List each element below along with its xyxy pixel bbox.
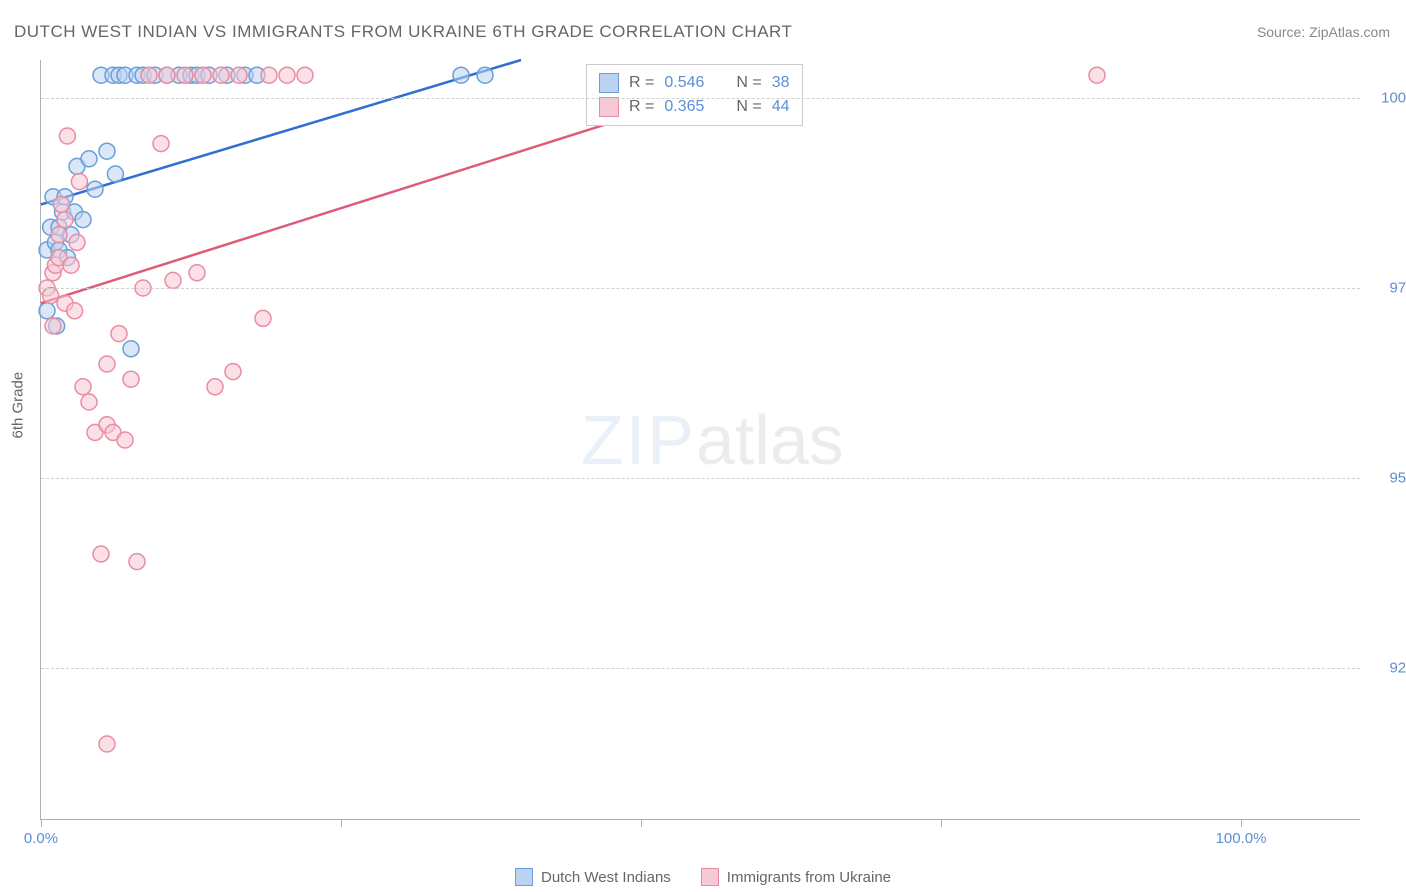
corr-n-label: N =	[736, 71, 761, 95]
data-point	[63, 257, 79, 273]
xtick-label: 0.0%	[24, 830, 58, 847]
gridline	[41, 478, 1360, 479]
legend-swatch-icon	[599, 73, 619, 93]
data-point	[195, 67, 211, 83]
data-point	[57, 212, 73, 228]
corr-n-value: 38	[772, 71, 790, 95]
data-point	[99, 143, 115, 159]
data-point	[45, 318, 61, 334]
data-point	[99, 356, 115, 372]
data-point	[255, 310, 271, 326]
data-point	[123, 371, 139, 387]
data-point	[297, 67, 313, 83]
source-attribution: Source: ZipAtlas.com	[1257, 24, 1390, 40]
data-point	[123, 341, 139, 357]
data-point	[81, 151, 97, 167]
chart-plot-area: R = 0.546 N = 38 R = 0.365 N = 44 ZIPatl…	[40, 60, 1360, 820]
data-point	[67, 303, 83, 319]
data-point	[165, 272, 181, 288]
xtick-label: 100.0%	[1216, 830, 1267, 847]
source-link[interactable]: ZipAtlas.com	[1309, 24, 1390, 40]
data-point	[189, 265, 205, 281]
chart-title: DUTCH WEST INDIAN VS IMMIGRANTS FROM UKR…	[14, 22, 792, 42]
data-point	[87, 181, 103, 197]
legend-bottom: Dutch West Indians Immigrants from Ukrain…	[0, 868, 1406, 886]
xtick	[941, 819, 942, 827]
legend-swatch-icon	[599, 97, 619, 117]
legend-item-label: Immigrants from Ukraine	[727, 869, 891, 886]
source-label: Source:	[1257, 24, 1309, 40]
data-point	[99, 736, 115, 752]
legend-swatch-icon	[701, 868, 719, 886]
data-point	[75, 379, 91, 395]
data-point	[59, 128, 75, 144]
ytick-label: 92.5%	[1389, 660, 1406, 677]
data-point	[177, 67, 193, 83]
data-point	[225, 364, 241, 380]
data-point	[71, 174, 87, 190]
xtick	[1241, 819, 1242, 827]
data-point	[1089, 67, 1105, 83]
xtick	[641, 819, 642, 827]
corr-r-label: R =	[629, 71, 654, 95]
legend-item-label: Dutch West Indians	[541, 869, 671, 886]
data-point	[129, 554, 145, 570]
data-point	[213, 67, 229, 83]
data-point	[93, 546, 109, 562]
correlation-legend: R = 0.546 N = 38 R = 0.365 N = 44	[586, 64, 803, 126]
xtick	[41, 819, 42, 827]
ytick-label: 97.5%	[1389, 280, 1406, 297]
data-point	[43, 288, 59, 304]
ytick-label: 100.0%	[1381, 90, 1406, 107]
data-point	[53, 196, 69, 212]
data-point	[261, 67, 277, 83]
gridline	[41, 98, 1360, 99]
gridline	[41, 668, 1360, 669]
data-point	[107, 166, 123, 182]
watermark: ZIPatlas	[581, 400, 844, 480]
corr-r-value: 0.546	[664, 71, 704, 95]
corr-legend-row: R = 0.546 N = 38	[599, 71, 790, 95]
data-point	[69, 234, 85, 250]
data-point	[279, 67, 295, 83]
data-point	[117, 432, 133, 448]
ytick-label: 95.0%	[1389, 470, 1406, 487]
data-point	[75, 212, 91, 228]
data-point	[159, 67, 175, 83]
data-point	[111, 326, 127, 342]
data-point	[81, 394, 97, 410]
data-point	[153, 136, 169, 152]
xtick	[341, 819, 342, 827]
legend-swatch-icon	[515, 868, 533, 886]
legend-item: Dutch West Indians	[515, 868, 671, 886]
legend-item: Immigrants from Ukraine	[701, 868, 891, 886]
data-point	[141, 67, 157, 83]
y-axis-label: 6th Grade	[10, 372, 27, 439]
data-point	[51, 227, 67, 243]
data-point	[453, 67, 469, 83]
gridline	[41, 288, 1360, 289]
data-point	[231, 67, 247, 83]
data-point	[39, 303, 55, 319]
data-point	[477, 67, 493, 83]
data-point	[207, 379, 223, 395]
watermark-zip: ZIP	[581, 401, 696, 479]
watermark-atlas: atlas	[696, 401, 844, 479]
